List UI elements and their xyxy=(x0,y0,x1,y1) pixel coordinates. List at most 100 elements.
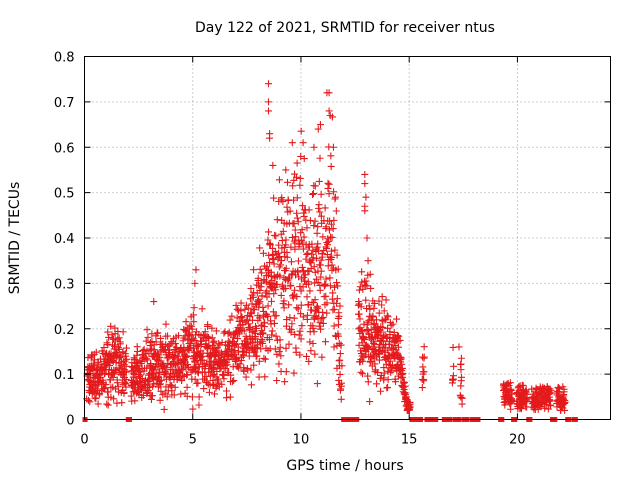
data-point xyxy=(255,357,263,365)
data-point xyxy=(163,364,171,372)
data-point xyxy=(222,387,230,395)
data-point xyxy=(242,373,250,381)
data-point xyxy=(156,380,164,388)
data-point xyxy=(138,386,145,394)
data-point xyxy=(319,308,327,316)
data-point xyxy=(287,243,295,251)
data-point xyxy=(266,241,274,249)
data-point xyxy=(283,203,291,211)
data-point xyxy=(205,368,213,376)
data-point xyxy=(323,309,331,317)
data-point xyxy=(290,369,298,377)
data-point xyxy=(277,291,285,299)
data-point xyxy=(256,286,264,294)
data-point xyxy=(309,191,317,198)
data-point xyxy=(334,282,342,290)
data-point xyxy=(303,311,311,319)
data-point xyxy=(332,207,340,215)
data-point xyxy=(222,365,230,373)
data-point xyxy=(121,379,129,387)
data-point xyxy=(547,387,555,395)
data-point xyxy=(319,313,327,321)
data-point xyxy=(406,399,414,407)
data-point xyxy=(206,350,214,358)
data-point xyxy=(237,313,245,320)
data-point xyxy=(326,274,334,282)
data-point xyxy=(364,378,372,386)
data-point xyxy=(299,139,307,147)
data-point xyxy=(163,393,171,401)
data-point xyxy=(303,352,311,360)
data-point xyxy=(327,152,335,160)
data-point xyxy=(177,390,185,398)
data-point xyxy=(316,286,324,294)
data-point xyxy=(297,301,305,309)
data-point xyxy=(191,279,199,287)
data-point xyxy=(287,258,295,266)
data-point xyxy=(286,207,294,215)
data-point xyxy=(337,395,345,403)
data-point xyxy=(226,393,234,401)
data-point xyxy=(260,307,268,315)
data-point xyxy=(357,326,365,334)
data-point xyxy=(189,311,197,319)
data-point xyxy=(161,368,169,376)
data-point xyxy=(301,277,309,285)
data-point xyxy=(322,245,330,253)
data-point xyxy=(302,255,310,263)
data-point xyxy=(325,190,333,198)
data-point xyxy=(110,370,118,378)
data-point xyxy=(337,379,345,387)
data-point xyxy=(170,391,178,399)
data-point xyxy=(266,239,274,247)
data-point xyxy=(198,305,206,313)
x-tick-label: 10 xyxy=(293,433,310,448)
data-point xyxy=(122,368,130,376)
data-point xyxy=(104,328,112,336)
data-point xyxy=(182,353,190,361)
data-point xyxy=(258,292,266,300)
data-point xyxy=(377,387,385,395)
data-point xyxy=(313,243,321,251)
data-point xyxy=(178,376,186,384)
data-point xyxy=(356,315,364,323)
data-point xyxy=(291,239,299,247)
data-point xyxy=(256,298,264,306)
data-point xyxy=(263,263,271,271)
data-point xyxy=(392,378,400,386)
data-point xyxy=(107,322,115,330)
data-point xyxy=(226,316,234,324)
data-point xyxy=(157,334,165,342)
data-point xyxy=(306,338,314,346)
data-point xyxy=(515,383,523,391)
data-point xyxy=(328,253,336,261)
data-point xyxy=(316,208,324,216)
data-point xyxy=(401,382,409,390)
data-point xyxy=(295,331,303,339)
data-point xyxy=(230,377,238,385)
data-point xyxy=(280,274,288,282)
data-point xyxy=(304,249,312,257)
data-point xyxy=(189,405,197,413)
data-point xyxy=(383,312,391,320)
data-point xyxy=(152,338,160,346)
data-point xyxy=(327,162,335,170)
data-point xyxy=(384,376,392,384)
data-point xyxy=(289,182,297,190)
data-point xyxy=(360,334,368,342)
data-point xyxy=(253,352,261,360)
data-point xyxy=(256,314,264,322)
data-point xyxy=(188,325,196,333)
data-point xyxy=(297,229,305,237)
data-point xyxy=(369,312,377,320)
data-point xyxy=(364,326,372,334)
data-point xyxy=(210,390,218,398)
data-point xyxy=(560,388,568,396)
data-point xyxy=(272,232,280,240)
data-point xyxy=(272,286,280,294)
data-point xyxy=(282,236,290,244)
data-point xyxy=(316,319,324,327)
data-point xyxy=(293,214,301,222)
y-tick-label: 0.3 xyxy=(54,277,75,292)
data-point xyxy=(371,360,379,368)
